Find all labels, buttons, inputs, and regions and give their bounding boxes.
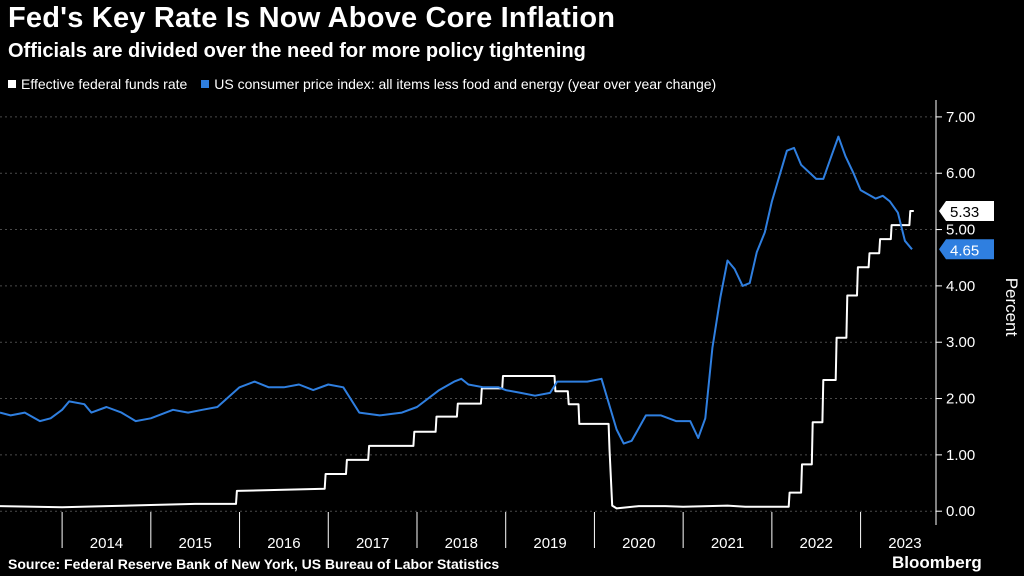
x-tick-label: 2020 xyxy=(622,535,655,552)
fed-funds-value-tag-box xyxy=(939,200,994,221)
legend-label-core-cpi: US consumer price index: all items less … xyxy=(214,76,717,92)
x-tick-label: 2014 xyxy=(90,535,123,552)
x-tick-label: 2021 xyxy=(711,535,744,552)
core-cpi-line xyxy=(0,135,913,445)
y-tick-label: 6.00 xyxy=(946,165,975,182)
x-tick-label: 2019 xyxy=(533,535,566,552)
axis-layer: 0.00 1.00 2.00 3.00 4.00 5.00 6.00 7.00 2014 2015… xyxy=(61,100,975,552)
y-tick-label: 0.00 xyxy=(946,503,975,520)
y-axis-label: Percent xyxy=(1002,278,1021,337)
x-tick-label: 2018 xyxy=(445,535,478,552)
y-tick-label: 2.00 xyxy=(946,391,975,408)
core-cpi-value-tag-box xyxy=(939,239,994,260)
x-tick-label: 2022 xyxy=(800,535,833,552)
chart-title: Fed's Key Rate Is Now Above Core Inflati… xyxy=(8,2,616,34)
source-note: Source: Federal Reserve Bank of New York… xyxy=(8,556,500,572)
bloomberg-logo: Bloomberg xyxy=(892,553,982,572)
x-tick-label: 2016 xyxy=(267,535,300,552)
core-cpi-value-tag-text: 4.65 xyxy=(950,242,979,259)
legend: Effective federal funds rate US consumer… xyxy=(8,76,716,92)
core-cpi-value-tag: 4.65 xyxy=(939,239,994,260)
series-layer xyxy=(0,135,914,510)
fed-funds-value-tag: 5.33 xyxy=(939,200,994,221)
y-tick-label: 4.00 xyxy=(946,278,975,295)
chart-subtitle: Officials are divided over the need for … xyxy=(8,40,586,62)
x-tick-label: 2017 xyxy=(356,535,389,552)
y-tick-label: 1.00 xyxy=(946,447,975,464)
y-tick-label: 5.00 xyxy=(946,222,975,239)
x-tick-label: 2015 xyxy=(178,535,211,552)
legend-swatch-core-cpi xyxy=(201,80,210,88)
legend-label-fed-funds: Effective federal funds rate xyxy=(21,76,188,92)
fed-funds-value-tag-text: 5.33 xyxy=(950,204,979,221)
y-tick-label: 7.00 xyxy=(946,109,975,126)
legend-item-fed-funds: Effective federal funds rate xyxy=(8,76,187,92)
legend-item-core-cpi: US consumer price index: all items less … xyxy=(201,76,716,92)
legend-swatch-fed-funds xyxy=(8,80,16,88)
x-tick-label: 2023 xyxy=(888,535,921,552)
y-tick-label: 3.00 xyxy=(946,334,975,351)
fed-funds-line xyxy=(0,210,914,510)
value-tags: 5.33 4.65 xyxy=(939,200,994,260)
grid-layer xyxy=(0,116,936,512)
